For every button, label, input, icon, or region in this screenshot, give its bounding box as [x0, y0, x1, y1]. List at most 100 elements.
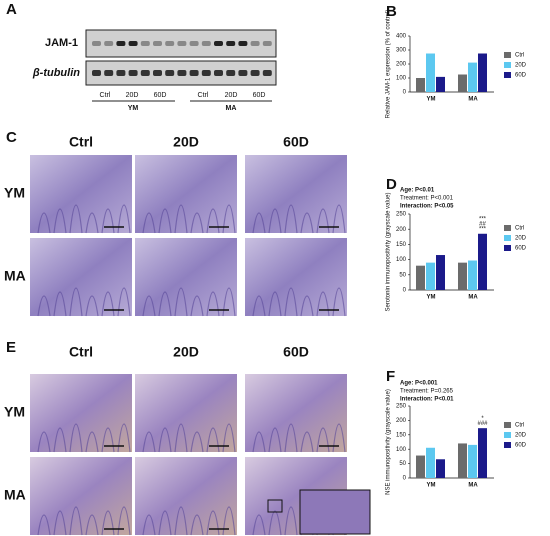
y-tick-label: 250: [396, 404, 407, 410]
lane-label: Ctrl: [100, 92, 111, 99]
annotation: Interaction: P<0.05: [400, 204, 454, 210]
villus: [101, 291, 115, 317]
blot-band: [226, 70, 236, 76]
legend-label: Ctrl: [515, 53, 524, 59]
significance: ***: [479, 226, 487, 232]
column-label: Ctrl: [69, 134, 93, 150]
legend-swatch: [504, 235, 511, 241]
villus: [37, 514, 51, 536]
blot-band: [128, 41, 138, 46]
blot-band: [226, 41, 236, 46]
annotation: Age: P<0.01: [400, 188, 435, 194]
bar: [478, 53, 487, 92]
y-tick-label: 50: [399, 272, 406, 278]
villus: [268, 291, 282, 317]
column-label: Ctrl: [69, 344, 93, 360]
annotation: Interaction: P<0.01: [400, 397, 454, 403]
villus: [101, 208, 115, 234]
villus: [316, 208, 330, 234]
blot-band: [177, 70, 187, 76]
legend-label: 60D: [515, 73, 527, 79]
y-tick-label: 150: [396, 432, 407, 438]
row-label: MA: [4, 487, 26, 503]
blot-band: [238, 70, 248, 76]
bar: [416, 455, 425, 478]
bar: [436, 255, 445, 290]
villus: [117, 204, 131, 234]
blot-band: [140, 41, 150, 46]
y-axis-label: NSE immunopositivity (grayscale value): [386, 389, 392, 495]
villus: [174, 506, 188, 536]
blot-band: [262, 70, 272, 76]
y-tick-label: 0: [403, 288, 407, 294]
villus: [37, 212, 51, 234]
legend-label: 20D: [515, 63, 527, 69]
y-tick-label: 100: [396, 76, 407, 82]
villus: [142, 212, 156, 234]
villus: [85, 295, 99, 317]
group-label: YM: [128, 105, 139, 112]
blot-band: [104, 70, 114, 76]
blot-band: [140, 70, 150, 76]
column-label: 60D: [283, 134, 309, 150]
villus: [158, 427, 172, 453]
blot-band: [214, 70, 223, 76]
villus: [190, 514, 204, 536]
y-axis-label: Relative JAM-1 expression (% of control): [386, 10, 392, 119]
blot-band: [238, 41, 248, 46]
lane-label: 20D: [126, 92, 139, 99]
legend-swatch: [504, 72, 511, 78]
inset-box: [267, 499, 283, 513]
villus: [174, 204, 188, 234]
y-tick-label: 0: [403, 90, 407, 96]
villus: [252, 295, 266, 317]
column-label: 20D: [173, 134, 199, 150]
legend-swatch: [504, 442, 511, 448]
villus: [85, 212, 99, 234]
villus: [53, 427, 67, 453]
villus: [158, 291, 172, 317]
legend-label: 60D: [515, 443, 527, 449]
annotation: Treatment: P=0.265: [400, 389, 454, 395]
villus: [53, 208, 67, 234]
blot-band: [250, 70, 260, 76]
blot-band: [189, 70, 199, 76]
villus: [190, 212, 204, 234]
villus: [316, 427, 330, 453]
legend-swatch: [504, 422, 511, 428]
legend-label: Ctrl: [515, 423, 524, 429]
villus: [268, 427, 282, 453]
legend-label: 60D: [515, 246, 527, 252]
lane-label: Ctrl: [198, 92, 209, 99]
blot-band: [165, 41, 175, 46]
y-tick-label: 150: [396, 242, 407, 248]
blot-band: [128, 70, 138, 76]
bar: [416, 78, 425, 92]
villus: [316, 291, 330, 317]
annotation: Treatment: P<0.001: [400, 196, 454, 202]
blot-band: [201, 70, 211, 76]
villus: [69, 287, 83, 317]
bar: [426, 262, 435, 290]
lane-label: 60D: [253, 92, 266, 99]
panel-label: D: [386, 176, 397, 193]
bar: [416, 265, 425, 290]
legend-swatch: [504, 225, 511, 231]
villus: [332, 287, 346, 317]
villus: [332, 204, 346, 234]
villus: [85, 514, 99, 536]
panel-label: A: [6, 1, 17, 18]
bar: [468, 260, 477, 290]
row-label: MA: [4, 268, 26, 284]
villus: [142, 514, 156, 536]
villus: [69, 423, 83, 453]
villus: [284, 204, 298, 234]
villus: [206, 291, 220, 317]
blot-band: [165, 70, 175, 76]
column-label: 20D: [173, 344, 199, 360]
villus: [300, 431, 314, 453]
villus: [252, 212, 266, 234]
legend-swatch: [504, 245, 511, 251]
blot-band: [214, 41, 223, 46]
villus: [101, 510, 115, 536]
